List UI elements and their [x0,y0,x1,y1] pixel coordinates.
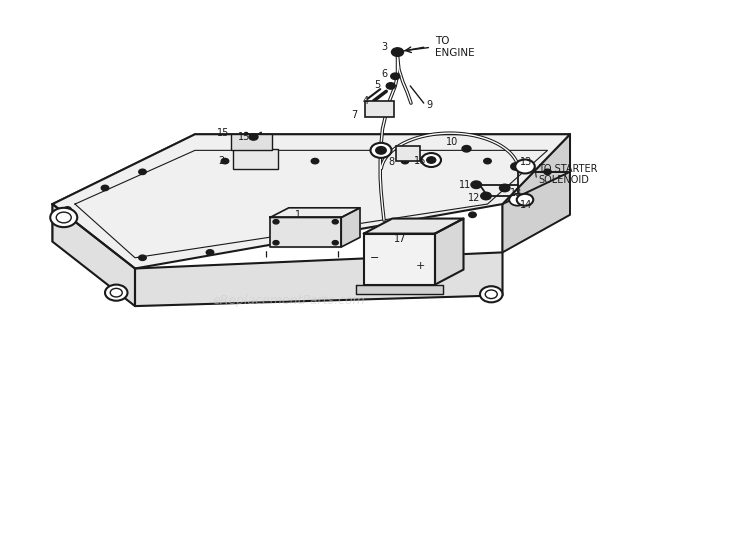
Circle shape [511,163,521,170]
Polygon shape [195,134,570,172]
Text: 2: 2 [218,156,224,166]
Text: +: + [416,261,424,271]
Circle shape [462,146,471,152]
Polygon shape [53,134,570,268]
Text: 3: 3 [382,42,388,52]
Circle shape [332,220,338,224]
Circle shape [139,255,146,260]
Circle shape [370,143,392,158]
Circle shape [509,194,526,206]
Circle shape [105,285,128,301]
Circle shape [206,250,214,255]
Polygon shape [364,234,435,285]
Text: eReplacementParts.com: eReplacementParts.com [212,294,365,307]
Circle shape [64,207,71,212]
Bar [365,101,394,117]
Circle shape [500,184,510,192]
Polygon shape [435,219,463,285]
Bar [396,146,420,161]
Text: 12: 12 [468,193,480,202]
Circle shape [422,153,441,167]
Circle shape [101,185,109,191]
Polygon shape [341,208,360,247]
Bar [231,134,272,150]
Circle shape [517,194,533,206]
Text: 13: 13 [510,188,522,198]
Circle shape [311,158,319,164]
Circle shape [221,158,229,164]
Text: 14: 14 [520,200,532,210]
Circle shape [485,290,497,299]
Circle shape [469,212,476,217]
Text: 11: 11 [459,180,471,190]
Polygon shape [53,134,195,242]
Circle shape [401,158,409,164]
Text: 17: 17 [394,234,406,244]
Circle shape [386,228,394,234]
Polygon shape [503,134,570,252]
Polygon shape [270,217,341,247]
Circle shape [273,241,279,245]
Text: 13: 13 [520,157,532,167]
Text: 10: 10 [446,137,458,147]
Circle shape [427,157,436,163]
Circle shape [296,239,304,244]
Text: 5: 5 [374,80,380,90]
Polygon shape [503,172,570,252]
Circle shape [110,288,122,297]
Polygon shape [356,285,442,294]
Circle shape [544,169,551,175]
Text: 16: 16 [414,156,426,166]
Circle shape [249,134,258,140]
Circle shape [273,220,279,224]
Circle shape [332,241,338,245]
Circle shape [386,83,395,89]
Circle shape [139,169,146,175]
Polygon shape [135,252,503,306]
Polygon shape [270,208,360,217]
Circle shape [484,158,491,164]
Circle shape [471,181,482,188]
Bar [232,149,278,169]
Text: 6: 6 [381,69,387,79]
Text: 4: 4 [362,96,368,106]
Circle shape [56,212,71,223]
Circle shape [391,73,400,79]
Circle shape [521,196,529,201]
Circle shape [480,286,502,302]
Circle shape [481,192,491,200]
Polygon shape [53,204,135,306]
Circle shape [515,159,535,173]
Text: 8: 8 [388,157,394,167]
Circle shape [50,208,77,227]
Text: 1: 1 [296,210,302,220]
Circle shape [376,147,386,154]
Text: TO STARTER
SOLENOID: TO STARTER SOLENOID [538,164,598,185]
Text: TO
ENGINE: TO ENGINE [435,37,475,58]
Text: 7: 7 [352,111,358,120]
Text: 15: 15 [238,132,250,142]
Text: 15: 15 [217,128,229,138]
Polygon shape [364,219,464,234]
Text: −: − [370,253,380,263]
Text: 9: 9 [426,100,432,110]
Circle shape [392,48,404,56]
